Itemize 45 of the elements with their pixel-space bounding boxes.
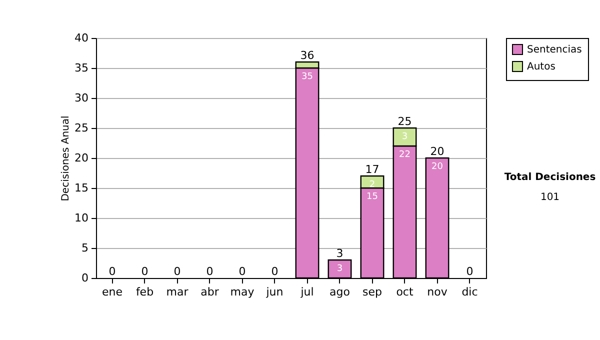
y-tick-label: 5 — [82, 242, 88, 254]
x-tick-label: may — [230, 286, 255, 298]
x-tick-label: nov — [427, 286, 448, 298]
x-tick-label: mar — [166, 286, 189, 298]
text: 101 — [539, 192, 561, 203]
total-label: 20 — [430, 145, 444, 158]
y-tick-label: 25 — [74, 122, 88, 134]
data-label: 3 — [336, 264, 343, 274]
x-tick-label: oct — [396, 286, 414, 298]
legend-label: Sentencias — [527, 44, 582, 56]
x-tick-label: sep — [362, 286, 382, 298]
y-tick-label: 20 — [74, 152, 88, 164]
total-label: 0 — [271, 265, 278, 278]
x-tick-label: ago — [330, 286, 350, 298]
y-tick-label: 10 — [74, 212, 88, 224]
total-label: 36 — [300, 49, 314, 62]
total-label: 3 — [336, 247, 344, 260]
x-tick-label: jul — [300, 286, 314, 298]
total-label: 17 — [365, 163, 380, 176]
y-tick-label: 35 — [74, 62, 88, 74]
text: Total Decisiones — [503, 172, 597, 183]
x-tick-label: feb — [136, 286, 154, 298]
x-tick-label: abr — [200, 286, 220, 298]
total-label: 0 — [206, 265, 214, 278]
y-tick-label: 0 — [82, 272, 88, 284]
data-label: 22 — [399, 150, 410, 160]
legend-label: Autos — [527, 62, 556, 72]
y-axis-title: Decisiones Anual — [60, 116, 72, 202]
y-tick-label: 40 — [74, 32, 88, 44]
total-label: 25 — [398, 115, 412, 128]
total-label: 0 — [174, 265, 181, 278]
data-label: 2 — [369, 180, 376, 190]
data-label: 35 — [302, 72, 313, 82]
data-label: 3 — [402, 132, 408, 142]
x-tick-label: ene — [102, 286, 123, 298]
y-tick-label: 30 — [74, 92, 88, 104]
total-label: 0 — [141, 265, 148, 278]
total-label: 0 — [238, 265, 246, 278]
x-tick-label: jun — [265, 286, 284, 298]
data-label: 15 — [366, 192, 378, 202]
x-tick-label: dic — [462, 286, 478, 298]
total-label: 0 — [466, 265, 474, 278]
total-label: 0 — [108, 265, 116, 278]
data-label: 20 — [432, 162, 444, 172]
y-tick-label: 15 — [74, 182, 88, 194]
